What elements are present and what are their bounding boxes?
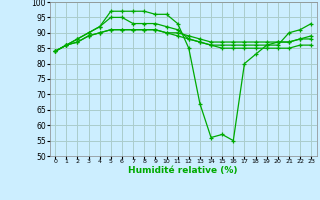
X-axis label: Humidité relative (%): Humidité relative (%) xyxy=(128,166,238,175)
